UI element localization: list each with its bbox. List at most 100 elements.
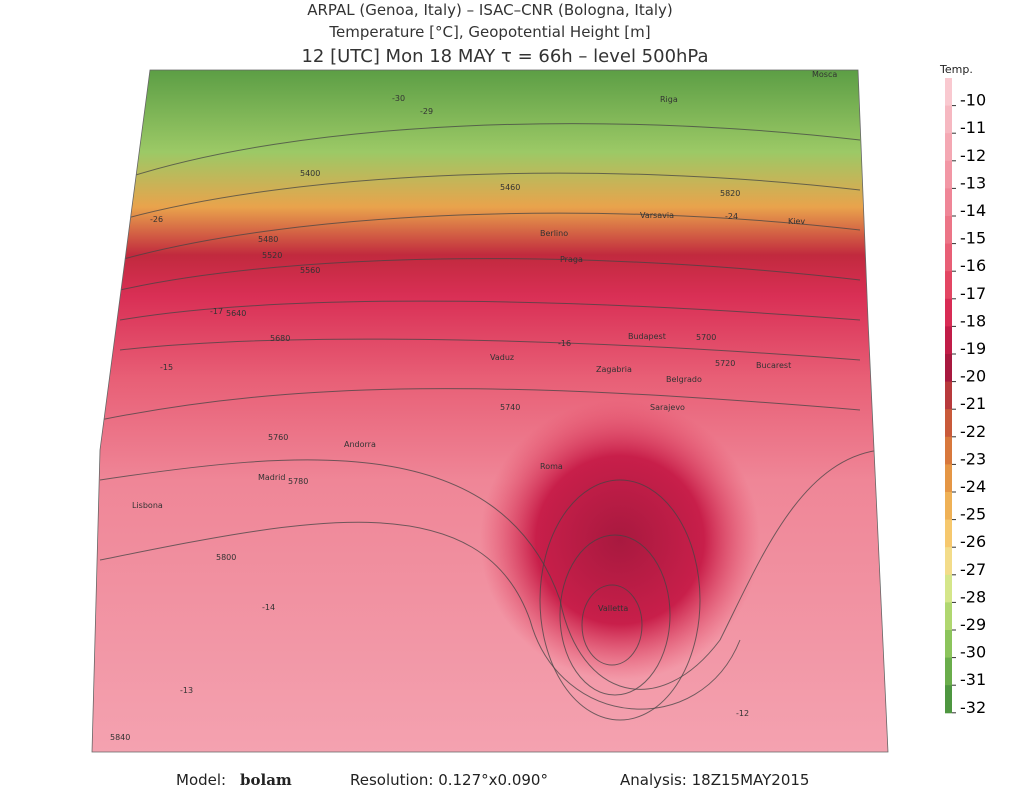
- map-label: -13: [180, 686, 193, 695]
- colorbar-label: -16: [960, 256, 986, 275]
- colorbar-label: -27: [960, 560, 986, 579]
- map-label: -14: [262, 603, 275, 612]
- map-label: Bucarest: [756, 361, 791, 370]
- map-frame: [91, 69, 889, 753]
- map-label: 5800: [216, 553, 236, 562]
- colorbar-label: -32: [960, 698, 986, 717]
- map-label: 5680: [270, 334, 290, 343]
- colorbar-swatch: [945, 685, 952, 714]
- map: Madrid Lisbona Andorra Roma Vaduz Zagabria Bel…: [92, 70, 888, 752]
- colorbar-swatch: [945, 657, 952, 686]
- map-label: Roma: [540, 462, 563, 471]
- colorbar-swatch: [945, 326, 952, 355]
- colorbar-label: -21: [960, 394, 986, 413]
- map-label: 5640: [226, 309, 246, 318]
- colorbar-swatch: [945, 271, 952, 300]
- colorbar-label: -18: [960, 311, 986, 330]
- colorbar-label: -22: [960, 422, 986, 441]
- colorbar-swatch: [945, 133, 952, 162]
- colorbar-label: -13: [960, 173, 986, 192]
- colorbar-label: -11: [960, 118, 986, 137]
- map-label: Lisbona: [132, 501, 163, 510]
- map-label: Praga: [560, 255, 583, 264]
- colorbar-label: -10: [960, 91, 986, 110]
- map-label: Varsavia: [640, 211, 674, 220]
- header-line: Temperature [°C], Geopotential Height [m…: [328, 23, 650, 41]
- map-label: 5480: [258, 235, 278, 244]
- map-label: Budapest: [628, 332, 666, 341]
- map-label: Riga: [660, 95, 678, 104]
- contours: [99, 123, 881, 721]
- map-label: 5400: [300, 169, 320, 178]
- colorbar-label: -19: [960, 339, 986, 358]
- map-label: -17: [210, 307, 223, 316]
- colorbar-label: -23: [960, 449, 986, 468]
- map-label: Vaduz: [490, 353, 514, 362]
- map-label: -15: [160, 363, 173, 372]
- header-title: 12 [UTC] Mon 18 MAY τ = 66h – level 500h…: [301, 46, 708, 67]
- colorbar: -10 -11 -12 -13 -14 -15 -16 -17 -18 -19 -20 -21 -22 -…: [945, 78, 986, 717]
- colorbar-swatch: [945, 630, 952, 659]
- colorbar-label: -17: [960, 284, 986, 303]
- map-label: 5520: [262, 251, 282, 260]
- colorbar-swatch: [945, 574, 952, 603]
- map-label: 5760: [268, 433, 288, 442]
- colorbar-label: -20: [960, 367, 986, 386]
- map-label: 5780: [288, 477, 308, 486]
- colorbar-label: -30: [960, 643, 986, 662]
- colorbar-label: -25: [960, 505, 986, 524]
- colorbar-swatch: [945, 243, 952, 272]
- colorbar-label: -12: [960, 146, 986, 165]
- map-label: Zagabria: [596, 365, 632, 374]
- map-label: Madrid: [258, 473, 285, 482]
- map-label: -26: [150, 215, 163, 224]
- colorbar-label: -24: [960, 477, 986, 496]
- map-label: 5820: [720, 189, 740, 198]
- colorbar-swatch: [945, 547, 952, 576]
- footer-analysis: Analysis: 18Z15MAY2015: [620, 771, 809, 789]
- map-label: Mosca: [812, 70, 837, 79]
- footer-model-label: Model:: [176, 771, 226, 789]
- map-label: Kiev: [788, 217, 805, 226]
- colorbar-label: -26: [960, 532, 986, 551]
- map-label: 5720: [715, 359, 735, 368]
- colorbar-label: -28: [960, 587, 986, 606]
- colorbar-label: -14: [960, 201, 986, 220]
- colorbar-swatch: [945, 216, 952, 245]
- colorbar-swatch: [945, 298, 952, 327]
- colorbar-swatch: [945, 602, 952, 631]
- map-label: Belgrado: [666, 375, 702, 384]
- colorbar-label: -31: [960, 670, 986, 689]
- map-label: -12: [736, 709, 749, 718]
- map-label: 5740: [500, 403, 520, 412]
- colorbar-title: Temp.: [939, 63, 973, 76]
- map-labels: Madrid Lisbona Andorra Roma Vaduz Zagabria Bel…: [110, 70, 837, 742]
- colorbar-swatch: [945, 464, 952, 493]
- header-line: ARPAL (Genoa, Italy) – ISAC–CNR (Bologna…: [307, 1, 673, 19]
- footer-model: bolam: [240, 771, 292, 789]
- map-label: -16: [558, 339, 571, 348]
- colorbar-swatch: [945, 105, 952, 134]
- map-label: -30: [392, 94, 405, 103]
- colorbar-swatch: [945, 409, 952, 438]
- map-label: 5840: [110, 733, 130, 742]
- footer-resolution: Resolution: 0.127°x0.090°: [350, 771, 548, 789]
- colorbar-swatch: [945, 381, 952, 410]
- map-label: Berlino: [540, 229, 568, 238]
- colorbar-swatch: [945, 492, 952, 521]
- colorbar-swatch: [945, 354, 952, 383]
- colorbar-swatch: [945, 436, 952, 465]
- map-label: Valletta: [598, 604, 628, 613]
- colorbar-swatch: [945, 78, 952, 107]
- colorbar-swatch: [945, 519, 952, 548]
- colorbar-label: -29: [960, 615, 986, 634]
- colorbar-label: -15: [960, 229, 986, 248]
- colorbar-swatch: [945, 160, 952, 189]
- map-label: 5460: [500, 183, 520, 192]
- map-label: 5700: [696, 333, 716, 342]
- map-label: -24: [725, 212, 738, 221]
- colorbar-swatch: [945, 188, 952, 217]
- map-label: Andorra: [344, 440, 376, 449]
- map-label: -29: [420, 107, 433, 116]
